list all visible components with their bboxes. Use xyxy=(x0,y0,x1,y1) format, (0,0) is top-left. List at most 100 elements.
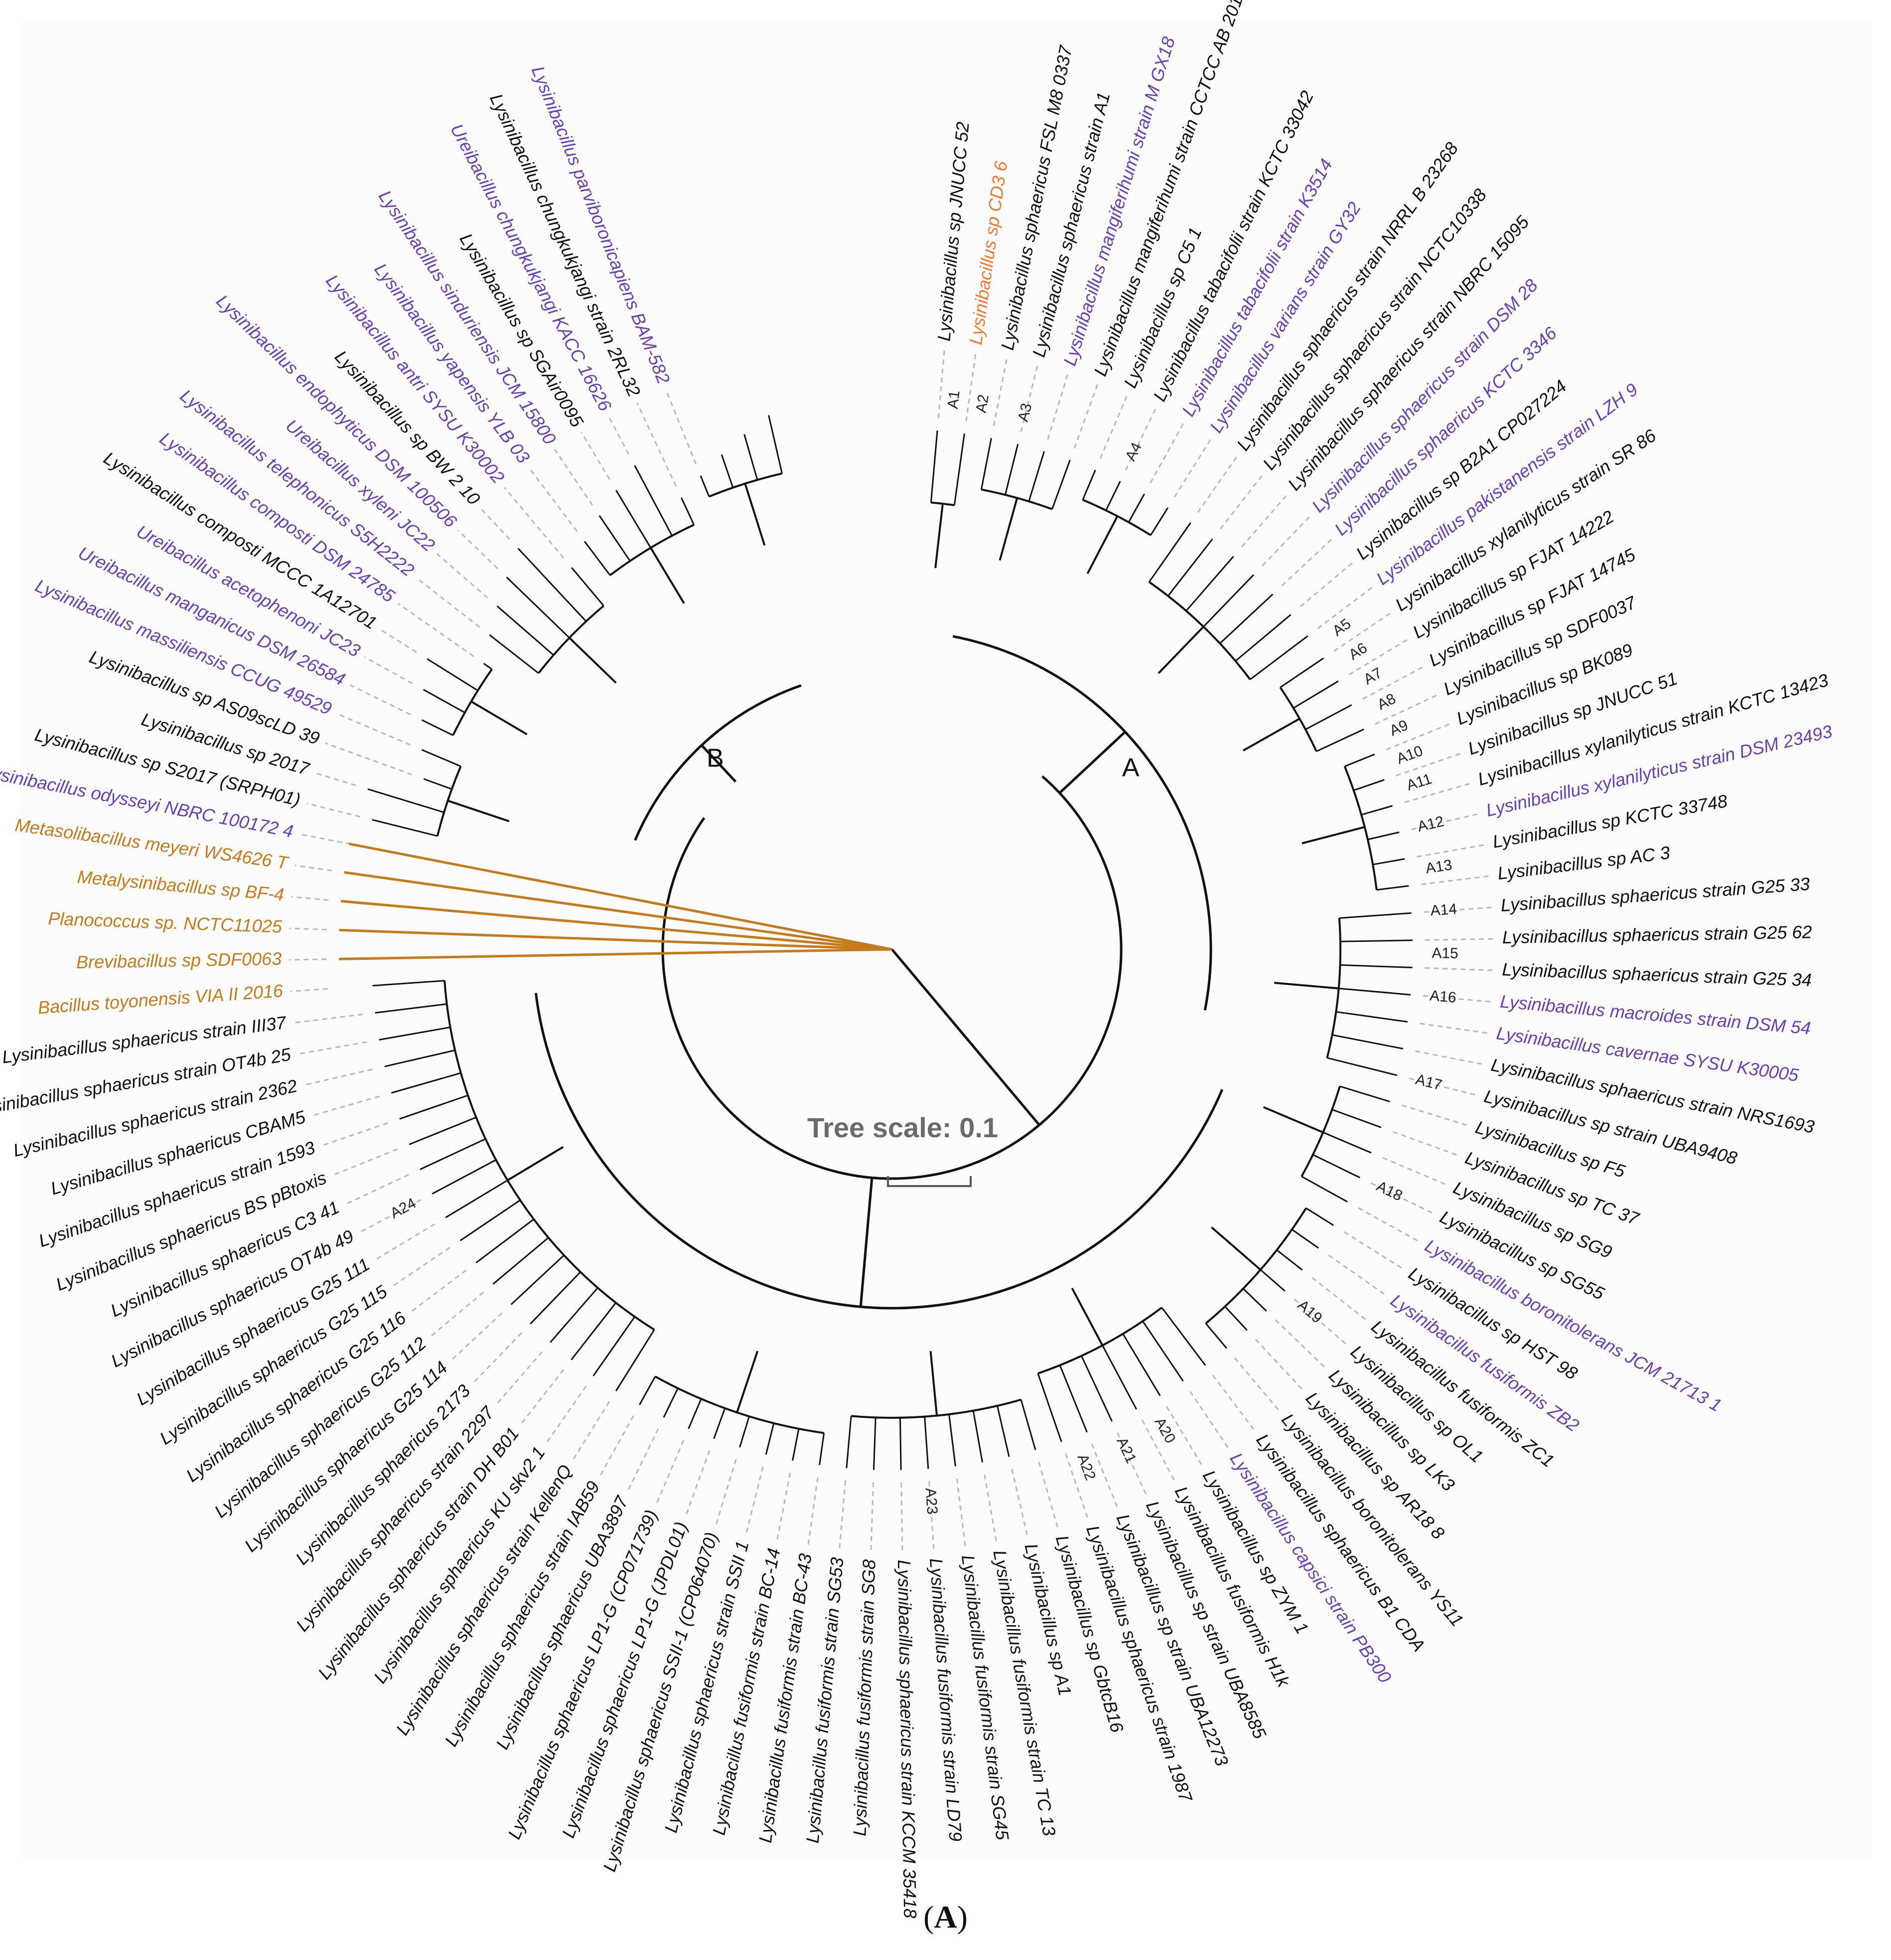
terminal-branch xyxy=(445,1180,508,1218)
leaf-label-1: Lysinibacillus sp JNUCC 52 xyxy=(933,121,973,342)
internal-branch xyxy=(569,637,617,684)
leader-line xyxy=(1311,1277,1368,1322)
subclade-label-a2: A2 xyxy=(973,393,992,414)
terminal-branch xyxy=(1331,1109,1382,1128)
leader-line xyxy=(349,684,411,716)
leader-line xyxy=(436,553,488,599)
terminal-branch xyxy=(399,1094,468,1120)
major-clade-arcs: AB xyxy=(707,744,1140,782)
leader-line xyxy=(572,1401,610,1461)
leaf-label-91: Metalysinibacillus sp BF-4 xyxy=(77,867,285,905)
leader-line xyxy=(1371,1182,1435,1214)
outgroup-branches xyxy=(339,842,892,960)
leader-line xyxy=(1073,382,1099,449)
leader-line xyxy=(1425,967,1495,971)
leader-line xyxy=(870,1482,874,1552)
leader-line xyxy=(1294,1298,1348,1346)
terminal-branch xyxy=(475,1218,535,1264)
terminal-branch xyxy=(1081,1356,1113,1422)
leaf-label-88: Bacillus toyonensis VIA II 2016 xyxy=(37,980,285,1018)
internal-branch xyxy=(934,503,944,569)
leader-line xyxy=(1358,1207,1420,1242)
terminal-branch xyxy=(1150,507,1169,536)
leader-line xyxy=(1425,938,1495,941)
terminal-branch xyxy=(1301,1176,1348,1203)
leader-line xyxy=(554,449,593,506)
terminal-branch xyxy=(721,454,734,488)
leader-line xyxy=(655,1440,685,1505)
internal-branch xyxy=(1274,982,1339,990)
subclade-label-a10: A10 xyxy=(1394,743,1425,767)
terminal-branch xyxy=(409,1116,477,1145)
subclade-label-a17: A17 xyxy=(1414,1071,1444,1094)
internal-branch xyxy=(1086,515,1119,574)
leader-line xyxy=(599,1415,634,1478)
outgroup-branch xyxy=(344,871,892,951)
subclade-label-a8: A8 xyxy=(1375,690,1399,713)
terminal-branch xyxy=(1028,451,1045,502)
terminal-branch xyxy=(421,719,453,736)
leader-line xyxy=(1423,995,1493,1003)
leaf-label-28: Lysinibacillus sphaericus strain G25 33 xyxy=(1500,874,1810,915)
leader-line xyxy=(1328,1254,1387,1296)
terminal-branch xyxy=(1219,594,1274,644)
leader-line xyxy=(900,1482,903,1552)
terminal-branch xyxy=(1361,805,1393,816)
terminal-branch xyxy=(792,1428,800,1461)
leader-line xyxy=(321,1122,388,1147)
caption-close-paren: ) xyxy=(957,1899,968,1935)
terminal-branch xyxy=(372,980,445,987)
leader-line xyxy=(289,958,327,961)
subclade-label-a21: A21 xyxy=(1113,1435,1139,1466)
leader-line xyxy=(315,772,356,786)
leader-line xyxy=(745,1466,764,1535)
internal-branch xyxy=(929,1351,938,1416)
tree-panel-background xyxy=(20,20,1871,1859)
leader-line xyxy=(1281,537,1333,587)
terminal-branch xyxy=(1291,1228,1319,1249)
leader-line xyxy=(345,1174,409,1205)
terminal-branch xyxy=(427,658,478,691)
subclade-label-a20: A20 xyxy=(1151,1415,1178,1446)
leader-line xyxy=(636,402,677,487)
leader-line xyxy=(472,1332,522,1384)
terminal-branch xyxy=(421,749,461,767)
leader-line xyxy=(608,416,630,455)
leader-line xyxy=(1197,454,1239,513)
internal-branch xyxy=(650,547,685,604)
leader-line xyxy=(364,656,413,685)
leader-line xyxy=(289,927,327,930)
terminal-branch xyxy=(583,541,611,576)
leaf-labels: Lysinibacillus sp JNUCC 52 Lysinibacillus… xyxy=(0,0,1834,1919)
terminal-branch xyxy=(1376,885,1409,891)
subclade-label-a16: A16 xyxy=(1429,987,1457,1006)
terminal-branch xyxy=(1167,538,1213,597)
leader-line xyxy=(375,1223,436,1261)
terminal-branch xyxy=(1340,964,1413,968)
leader-line xyxy=(359,1199,422,1233)
terminal-branch xyxy=(1161,1307,1206,1366)
leader-line xyxy=(1141,1420,1176,1483)
leader-line xyxy=(685,1450,711,1516)
terminal-branch xyxy=(930,430,938,503)
leader-line xyxy=(430,1291,484,1338)
clade-c-stem xyxy=(859,1177,873,1307)
leader-line xyxy=(1411,813,1480,830)
leader-line xyxy=(984,1474,998,1543)
terminal-branch xyxy=(663,1388,679,1418)
leader-line xyxy=(1415,1050,1484,1065)
subclade-label-a5: A5 xyxy=(1329,615,1354,639)
terminal-branch xyxy=(1312,1154,1360,1179)
terminal-branch xyxy=(432,1159,497,1195)
leader-line xyxy=(956,1478,966,1548)
leader-line xyxy=(528,467,578,532)
leader-line xyxy=(293,1013,363,1024)
terminal-branch xyxy=(1306,1207,1334,1226)
terminal-branch xyxy=(1242,1288,1267,1312)
terminal-branch xyxy=(496,605,554,656)
terminal-branch xyxy=(1339,1085,1390,1102)
leader-line xyxy=(304,1068,373,1086)
internal-branch xyxy=(1071,1287,1104,1346)
